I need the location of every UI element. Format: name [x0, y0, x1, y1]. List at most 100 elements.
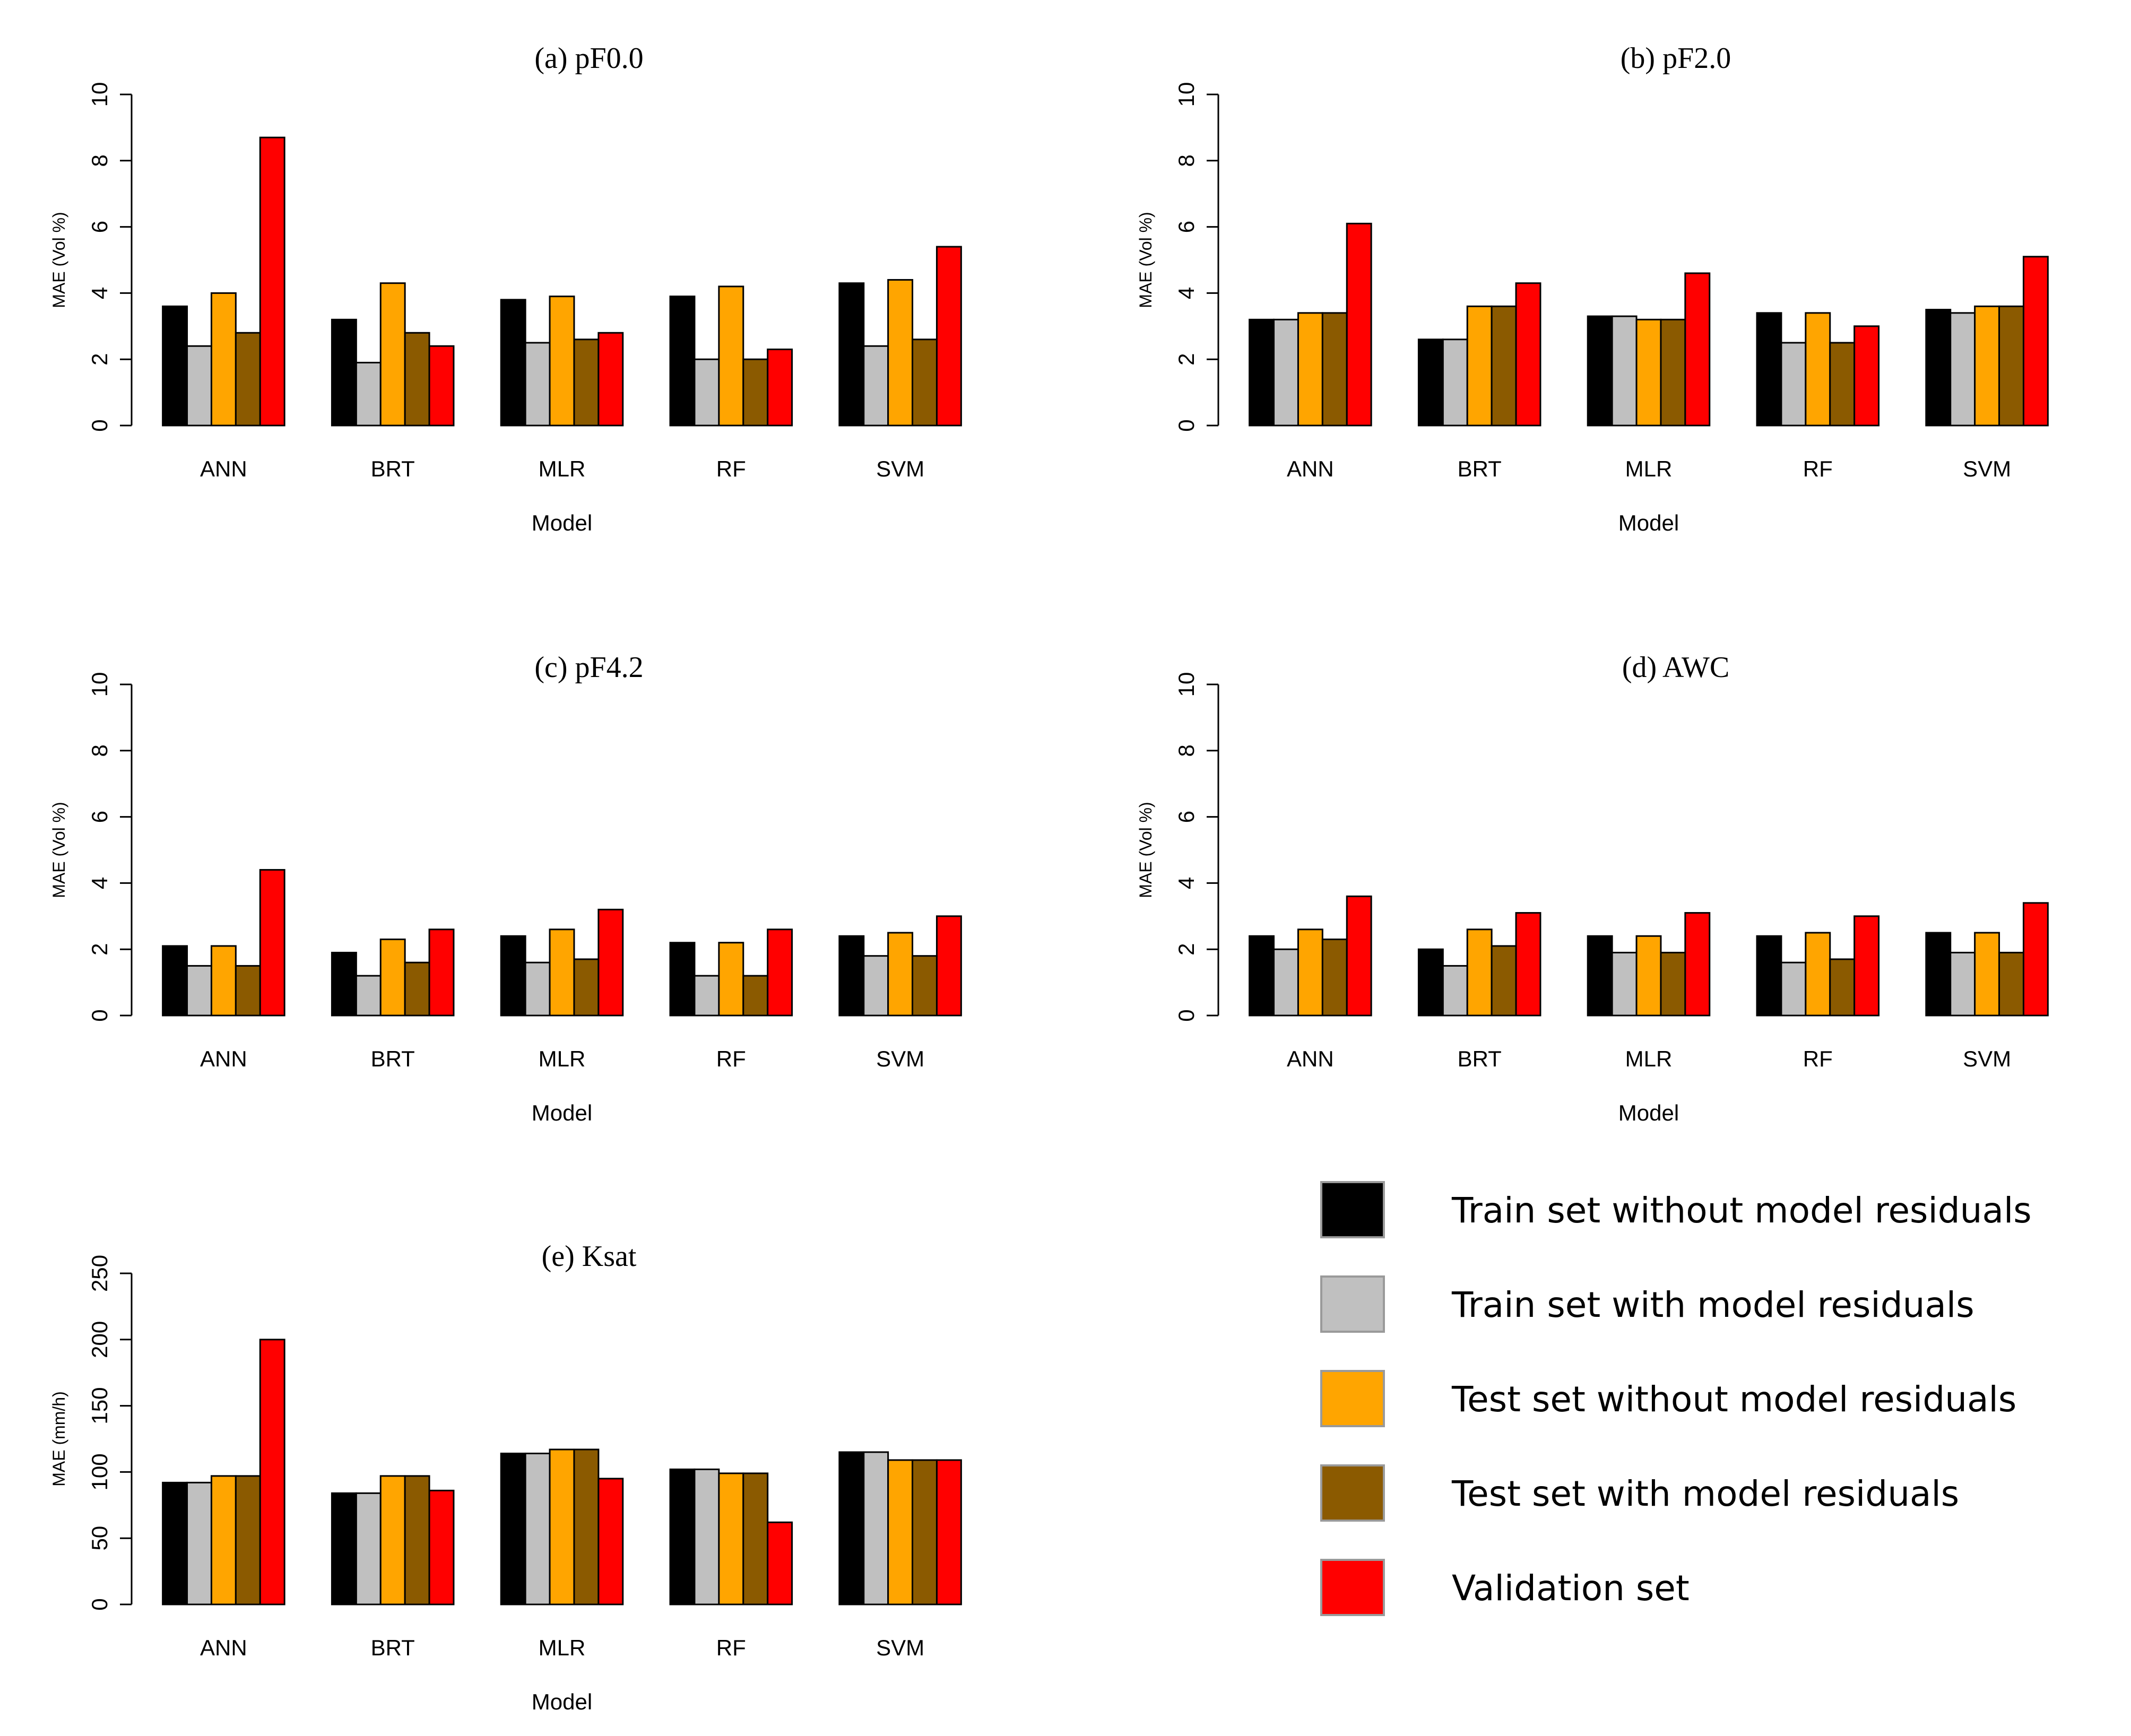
- y-axis-title: MAE (Vol %): [1136, 212, 1155, 308]
- x-category-label: BRT: [371, 1046, 415, 1071]
- bar-ann-series-3: [210, 945, 237, 1017]
- bar-brt-series-1: [331, 951, 357, 1017]
- x-category-label: SVM: [1963, 1046, 2011, 1071]
- chart-panel-2: (b) pF2.0 0 2 4 6 8 10 MAE (Vol %) ANN BRT MLR RF SV…: [1136, 42, 2049, 535]
- bar-ann-series-2: [1273, 318, 1299, 427]
- bar-rf-series-3: [1805, 312, 1831, 427]
- bar-rf-series-4: [1829, 958, 1856, 1017]
- bar-mlr-series-3: [549, 928, 575, 1017]
- x-category-label: ANN: [1287, 1046, 1334, 1071]
- y-tick-label: 10: [1174, 672, 1199, 697]
- legend-swatch-5: [1320, 1559, 1385, 1616]
- bar-mlr-series-5: [1684, 272, 1711, 427]
- bar-brt-series-3: [1466, 928, 1493, 1017]
- bar-rf-series-3: [718, 942, 744, 1017]
- x-category-label: BRT: [371, 456, 415, 481]
- bar-svm-series-4: [1998, 305, 2024, 427]
- legend: Train set without model residuals Train s…: [1320, 1181, 2032, 1616]
- bar-svm-series-5: [2022, 902, 2049, 1017]
- bar-svm-series-4: [912, 338, 938, 427]
- bar-svm-series-4: [912, 1459, 938, 1605]
- legend-label-4: Test set with model residuals: [1451, 1473, 1959, 1514]
- bar-ann-series-3: [1297, 312, 1323, 427]
- bar-rf-series-2: [694, 1468, 720, 1605]
- bar-mlr-series-3: [549, 1448, 575, 1605]
- bar-mlr-series-4: [573, 958, 600, 1017]
- y-tick-label: 6: [1174, 811, 1199, 823]
- y-tick-label: 0: [1174, 419, 1199, 431]
- bar-brt-series-1: [1417, 338, 1444, 427]
- bar-brt-series-4: [404, 1475, 430, 1605]
- x-category-label: RF: [716, 1046, 746, 1071]
- chart-panel-5: (e) Ksat 0 50 100 150 200 250 MAE (mm/h) ANN BRT M…: [49, 1240, 962, 1714]
- chart-panel-3: (c) pF4.2 0 2 4 6 8 10 MAE (Vol %) ANN BRT MLR RF SV…: [49, 651, 962, 1125]
- bar-ann-series-5: [1346, 222, 1372, 427]
- bar-mlr-series-1: [500, 935, 526, 1017]
- y-tick-label: 8: [87, 744, 112, 757]
- y-tick-label: 10: [1174, 82, 1199, 107]
- bar-brt-series-5: [1515, 912, 1541, 1017]
- x-axis-title: Model: [1618, 1100, 1679, 1125]
- legend-swatch-4: [1320, 1464, 1385, 1522]
- bar-brt-series-1: [1417, 948, 1444, 1017]
- x-category-label: MLR: [1625, 1046, 1673, 1071]
- bar-ann-series-4: [1321, 938, 1348, 1017]
- bar-ann-series-3: [210, 292, 237, 427]
- legend-label-5: Validation set: [1452, 1568, 1690, 1609]
- x-category-label: SVM: [876, 456, 924, 481]
- y-axis-title: MAE (mm/h): [49, 1391, 68, 1487]
- bar-mlr-series-4: [573, 338, 600, 427]
- bar-brt-series-1: [331, 1492, 357, 1605]
- legend-label-1: Train set without model residuals: [1451, 1190, 2032, 1231]
- bar-ann-series-1: [1249, 318, 1275, 427]
- bar-svm-series-2: [863, 1451, 889, 1605]
- y-tick-label: 150: [87, 1387, 112, 1425]
- chart-title: (b) pF2.0: [1621, 42, 1731, 75]
- bar-rf-series-2: [694, 358, 720, 427]
- y-tick-label: 4: [1174, 877, 1199, 889]
- bar-ann-series-2: [186, 965, 212, 1017]
- bar-mlr-series-5: [597, 332, 624, 427]
- bar-mlr-series-2: [524, 961, 551, 1017]
- y-tick-label: 4: [1174, 287, 1199, 299]
- bar-svm-series-5: [935, 915, 962, 1017]
- bar-svm-series-5: [935, 246, 962, 427]
- bar-mlr-series-1: [500, 299, 526, 427]
- bar-ann-series-2: [186, 1481, 212, 1605]
- bar-brt-series-2: [1442, 965, 1468, 1017]
- chart-panel-4: (d) AWC 0 2 4 6 8 10 MAE (Vol %) ANN BRT MLR RF SVM M…: [1136, 651, 2049, 1125]
- x-category-label: SVM: [876, 1046, 924, 1071]
- bar-rf-series-4: [1829, 342, 1856, 427]
- bar-svm-series-1: [838, 1451, 865, 1605]
- bar-rf-series-5: [767, 1521, 793, 1605]
- bar-rf-series-1: [669, 296, 696, 427]
- bar-mlr-series-4: [573, 1448, 600, 1605]
- bar-brt-series-5: [428, 1489, 455, 1605]
- bar-ann-series-1: [1249, 935, 1275, 1017]
- bar-rf-series-2: [694, 975, 720, 1017]
- y-tick-label: 2: [1174, 943, 1199, 956]
- y-tick-label: 10: [87, 672, 112, 697]
- x-category-label: MLR: [539, 456, 586, 481]
- bar-mlr-series-4: [1660, 951, 1686, 1017]
- bar-rf-series-2: [1780, 961, 1807, 1017]
- x-category-label: RF: [716, 456, 746, 481]
- x-category-label: ANN: [200, 1046, 247, 1071]
- bar-ann-series-1: [162, 305, 188, 427]
- bar-ann-series-4: [235, 1475, 261, 1605]
- bar-rf-series-3: [718, 285, 744, 427]
- x-axis-title: Model: [1618, 510, 1679, 535]
- y-tick-label: 10: [87, 82, 112, 107]
- bar-ann-series-1: [162, 1481, 188, 1605]
- x-category-label: SVM: [876, 1635, 924, 1660]
- x-category-label: BRT: [1458, 456, 1502, 481]
- bar-brt-series-2: [355, 1492, 382, 1605]
- y-tick-label: 100: [87, 1453, 112, 1490]
- legend-label-3: Test set without model residuals: [1451, 1379, 2016, 1420]
- bar-brt-series-3: [379, 1475, 406, 1605]
- y-tick-label: 6: [87, 221, 112, 233]
- bar-rf-series-4: [742, 1472, 769, 1605]
- bar-svm-series-1: [838, 935, 865, 1017]
- y-tick-label: 0: [87, 419, 112, 431]
- y-axis-title: MAE (Vol %): [49, 212, 68, 308]
